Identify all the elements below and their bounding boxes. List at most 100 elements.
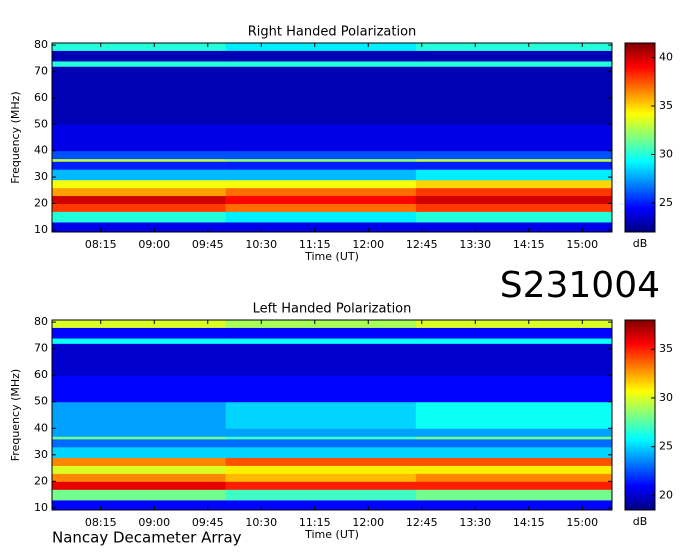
colorbar-segment xyxy=(625,135,655,138)
colorbar-segment xyxy=(625,106,655,110)
colorbar-segment xyxy=(625,343,655,347)
y-tick-label: 10 xyxy=(34,223,48,236)
colorbar-segment xyxy=(625,227,655,231)
colorbar-segment xyxy=(625,57,655,61)
colorbar-segment xyxy=(625,196,655,200)
heatmap-cell xyxy=(225,499,417,511)
heatmap-cell xyxy=(225,436,417,440)
heatmap-cell xyxy=(52,375,227,403)
colorbar-segment xyxy=(625,391,655,395)
colorbar-segment xyxy=(625,66,655,70)
colorbar-segment xyxy=(625,158,655,162)
y-tick-label: 30 xyxy=(34,170,48,183)
colorbar-segment xyxy=(625,222,655,226)
colorbar-segment xyxy=(625,377,655,380)
colorbar-segment xyxy=(625,324,655,328)
heatmap-cell xyxy=(225,473,417,482)
x-tick-label: 08:15 xyxy=(85,238,117,251)
colorbar-segment xyxy=(625,460,655,463)
heatmap-cell xyxy=(52,473,227,482)
colorbar-segment xyxy=(625,172,655,176)
colorbar-segment xyxy=(625,187,655,190)
heatmap-cell xyxy=(225,66,417,99)
colorbar-tick-label: 25 xyxy=(659,440,673,453)
heatmap-cell xyxy=(52,489,227,501)
colorbar-tick-label: 20 xyxy=(659,488,673,501)
heatmap-cell xyxy=(52,221,227,233)
colorbar-segment xyxy=(625,479,655,482)
y-tick-label: 80 xyxy=(34,38,48,51)
heatmap-cell xyxy=(415,457,613,466)
colorbar-segment xyxy=(625,372,655,376)
heatmap-cell xyxy=(52,446,227,458)
x-tick-label: 09:00 xyxy=(138,516,170,529)
colorbar-segment xyxy=(625,83,655,87)
colorbar-segment xyxy=(625,68,655,72)
colorbar-segment xyxy=(625,415,655,418)
x-axis-label: Time (UT) xyxy=(304,528,359,541)
heatmap-cell xyxy=(415,221,613,233)
heatmap-cell xyxy=(52,338,227,344)
colorbar-segment xyxy=(625,130,655,134)
heatmap-cell xyxy=(225,446,417,458)
heatmap-cell xyxy=(415,43,613,51)
colorbar-segment xyxy=(625,491,655,494)
heatmap-cell xyxy=(415,320,613,328)
heatmap-cell xyxy=(415,473,613,482)
colorbar-segment xyxy=(625,137,655,141)
colorbar-segment xyxy=(625,505,655,509)
heatmap-cell xyxy=(415,169,613,181)
heatmap-cell xyxy=(225,327,417,339)
colorbar-segment xyxy=(625,76,655,79)
colorbar-segment xyxy=(625,97,655,101)
colorbar-segment xyxy=(625,113,655,117)
x-tick-label: 14:15 xyxy=(513,238,545,251)
colorbar-segment xyxy=(625,417,655,421)
colorbar-tick-label: 40 xyxy=(659,51,673,64)
colorbar-segment xyxy=(625,175,655,179)
x-tick-label: 14:15 xyxy=(513,516,545,529)
x-tick-label: 13:30 xyxy=(459,238,491,251)
x-tick-label: 12:00 xyxy=(352,238,384,251)
colorbar-tick-label: 30 xyxy=(659,147,673,160)
heatmap-cell xyxy=(52,66,227,99)
colorbar-segment xyxy=(625,502,655,506)
heatmap-cell xyxy=(225,150,417,160)
heatmap-cell xyxy=(225,338,417,344)
colorbar-segment xyxy=(625,355,655,359)
heatmap-cell xyxy=(225,124,417,152)
x-tick-label: 09:45 xyxy=(192,238,224,251)
colorbar-segment xyxy=(625,50,655,53)
colorbar-segment xyxy=(625,203,655,207)
x-tick-label: 09:45 xyxy=(192,516,224,529)
colorbar-segment xyxy=(625,139,655,143)
colorbar-segment xyxy=(625,350,655,354)
heatmap-cell xyxy=(415,158,613,162)
heatmap-cell xyxy=(225,428,417,437)
heatmap-cell xyxy=(52,60,227,67)
colorbar-segment xyxy=(625,374,655,378)
heatmap-cell xyxy=(52,438,227,448)
colorbar-segment xyxy=(625,410,655,414)
y-tick-label: 50 xyxy=(34,117,48,130)
colorbar-segment xyxy=(625,320,655,323)
colorbar-segment xyxy=(625,156,655,160)
colorbar-segment xyxy=(625,47,655,51)
heatmap-cell xyxy=(52,195,227,204)
colorbar-segment xyxy=(625,331,655,335)
colorbar-segment xyxy=(625,507,655,511)
colorbar-segment xyxy=(625,73,655,77)
heatmap-cell xyxy=(52,436,227,440)
colorbar-segment xyxy=(625,182,655,186)
x-tick-label: 11:15 xyxy=(299,238,331,251)
colorbar-segment xyxy=(625,64,655,68)
heatmap-cell xyxy=(52,203,227,212)
heatmap-cell xyxy=(415,327,613,339)
x-tick-label: 08:15 xyxy=(85,516,117,529)
colorbar-segment xyxy=(625,85,655,89)
colorbar-segment xyxy=(625,403,655,406)
colorbar-segment xyxy=(625,213,655,216)
colorbar-segment xyxy=(625,184,655,188)
heatmap-cell xyxy=(415,343,613,376)
